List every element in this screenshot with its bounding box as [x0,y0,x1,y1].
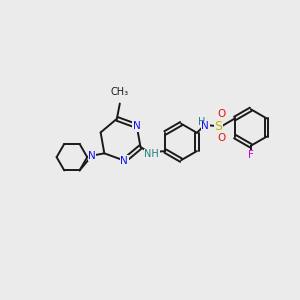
Text: O: O [218,134,226,143]
Text: H: H [198,117,205,127]
Text: N: N [120,156,128,166]
Text: N: N [201,121,209,131]
Text: F: F [248,150,254,160]
Text: O: O [218,109,226,119]
Text: NH: NH [144,149,159,159]
Text: S: S [214,119,222,133]
Text: CH₃: CH₃ [111,87,129,97]
Text: N: N [88,151,96,161]
Text: N: N [133,121,141,131]
